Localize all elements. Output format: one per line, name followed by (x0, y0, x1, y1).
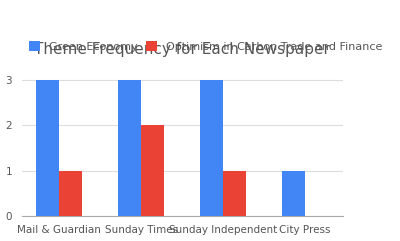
Title: Theme Frequency for Each Newspaper: Theme Frequency for Each Newspaper (34, 42, 330, 57)
Bar (118, 80, 141, 216)
Bar (282, 171, 305, 216)
Legend: Green Economy, Optimism in Carbon Trade and Finance: Green Economy, Optimism in Carbon Trade … (28, 40, 384, 53)
Bar (36, 80, 60, 216)
Bar (223, 171, 246, 216)
Bar (60, 171, 82, 216)
Bar (141, 126, 164, 216)
Bar (200, 80, 223, 216)
